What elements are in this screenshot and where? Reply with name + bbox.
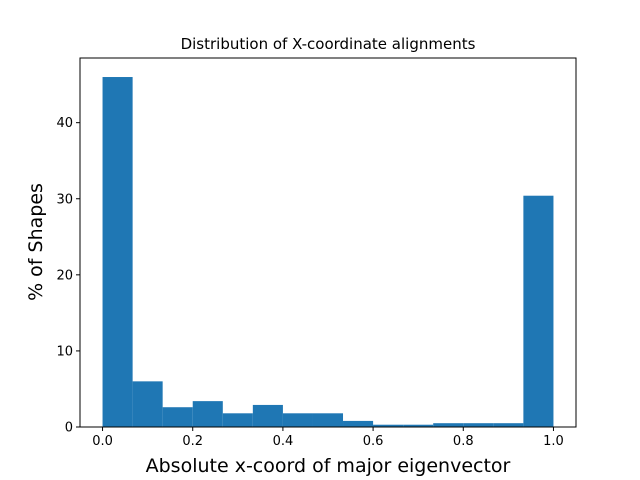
y-tick-label: 20 — [56, 268, 73, 283]
x-tick-label: 0.8 — [453, 434, 474, 449]
histogram-bar — [102, 77, 133, 427]
histogram-bar — [252, 404, 283, 427]
histogram-bar — [373, 424, 404, 427]
y-tick-label: 40 — [56, 116, 73, 131]
y-tick-label: 0 — [65, 421, 73, 436]
histogram-bar — [463, 423, 494, 427]
x-tick-label: 0.6 — [363, 434, 384, 449]
histogram-bar — [493, 423, 524, 427]
histogram-bar — [343, 420, 374, 427]
x-tick-label: 0.4 — [273, 434, 294, 449]
histogram-bar — [523, 195, 554, 427]
bars-group — [102, 77, 554, 427]
plot-frame — [79, 57, 577, 428]
histogram-bar — [312, 413, 344, 427]
x-tick-label: 0.0 — [92, 434, 113, 449]
chart-title: Distribution of X-coordinate alignments — [181, 35, 476, 53]
x-axis-ticks: 0.0 0.2 0.4 0.6 0.8 1.0 — [92, 427, 564, 449]
histogram-bar — [433, 423, 464, 427]
x-tick-label: 0.2 — [182, 434, 203, 449]
y-axis-label: % of Shapes — [25, 183, 47, 301]
y-tick-label: 10 — [56, 344, 73, 359]
histogram-bar — [132, 381, 163, 427]
y-tick-label: 30 — [56, 192, 73, 207]
histogram-bar — [282, 413, 313, 427]
y-axis-ticks: 0 10 20 30 40 — [56, 116, 80, 436]
x-tick-label: 1.0 — [543, 434, 564, 449]
x-axis-label: Absolute x-coord of major eigenvector — [146, 455, 511, 477]
histogram-bar — [222, 413, 253, 427]
histogram-bar — [162, 407, 193, 427]
histogram-bar — [403, 424, 434, 427]
histogram-bar — [192, 401, 223, 427]
